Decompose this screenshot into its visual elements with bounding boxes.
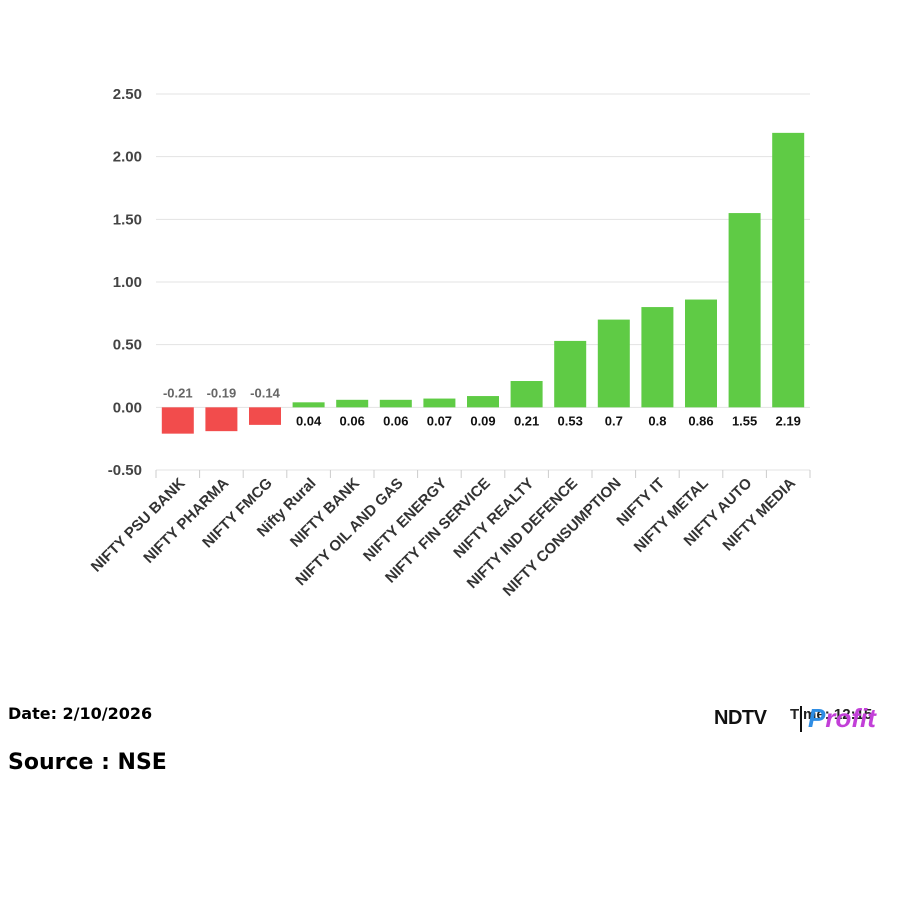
data-label: 2.19 — [776, 413, 801, 428]
data-label: -0.14 — [250, 385, 280, 400]
bar — [423, 398, 456, 408]
ndtv-profit-logo: NDTV Time: 12:15 Profit — [714, 702, 894, 738]
bar — [597, 319, 630, 408]
data-label: 0.21 — [514, 413, 539, 428]
bar — [641, 307, 674, 408]
y-tick-label: 0.50 — [113, 337, 142, 354]
logo-divider — [800, 706, 802, 732]
y-tick-label: -0.50 — [108, 462, 142, 479]
sector-performance-chart: 2.502.001.501.000.500.00-0.50-0.21NIFTY … — [88, 86, 811, 600]
data-label: 0.04 — [296, 413, 322, 428]
data-label: 0.09 — [470, 413, 495, 428]
y-tick-label: 2.00 — [113, 149, 142, 166]
bar — [379, 399, 412, 408]
data-label: 0.06 — [340, 413, 365, 428]
bar — [728, 213, 761, 408]
y-tick-label: 2.50 — [113, 86, 142, 103]
data-label: 0.8 — [648, 413, 666, 428]
data-label: 0.07 — [427, 413, 452, 428]
y-tick-label: 1.50 — [113, 211, 142, 228]
data-label: 0.53 — [558, 413, 583, 428]
data-label: -0.19 — [207, 385, 237, 400]
source-label: Source : NSE — [8, 750, 167, 775]
bar — [554, 340, 587, 408]
data-label: 0.06 — [383, 413, 408, 428]
ndtv-wordmark: NDTV — [714, 707, 767, 729]
bar — [205, 407, 238, 432]
profit-wordmark: Profit — [808, 703, 876, 733]
bar — [685, 299, 717, 408]
bar — [467, 396, 499, 408]
y-tick-label: 0.00 — [113, 399, 142, 416]
y-tick-label: 1.00 — [113, 274, 142, 291]
bar — [249, 407, 281, 425]
data-label: 1.55 — [732, 413, 757, 428]
bar — [292, 402, 325, 408]
data-label: -0.21 — [163, 385, 193, 400]
bar — [510, 381, 543, 408]
bar — [336, 399, 369, 408]
bar — [161, 407, 194, 434]
data-label: 0.86 — [688, 413, 713, 428]
timestamp-label: Time: 12:15 — [790, 706, 873, 723]
bar — [772, 132, 805, 408]
data-label: 0.7 — [605, 413, 623, 428]
date-label: Date: 2/10/2026 — [8, 704, 153, 723]
